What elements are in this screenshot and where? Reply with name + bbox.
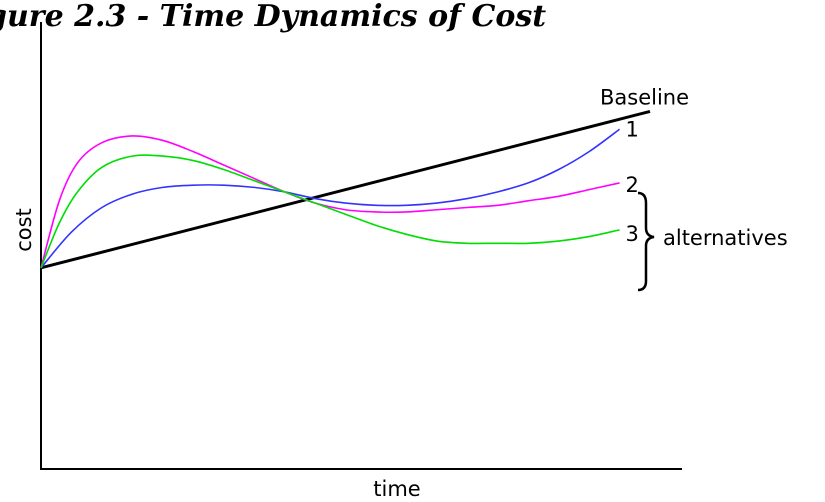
series-label-2: 2	[626, 173, 639, 197]
series-line-1	[40, 128, 621, 269]
y-axis-label: cost	[12, 208, 36, 252]
x-axis-label: time	[373, 477, 420, 501]
series-line-3	[40, 154, 620, 269]
alternatives-bracket	[637, 191, 655, 292]
series-layer	[40, 109, 651, 270]
series-label-1: 1	[626, 117, 639, 141]
series-label-baseline: Baseline	[600, 85, 689, 109]
chart-title: gure 2.3 - Time Dynamics of Cost	[0, 0, 546, 34]
alternatives-label: alternatives	[663, 226, 788, 250]
series-line-baseline	[40, 109, 651, 270]
series-line-2	[40, 135, 620, 269]
series-label-3: 3	[626, 222, 639, 246]
series-labels: Baseline 1 2 3	[600, 85, 689, 245]
